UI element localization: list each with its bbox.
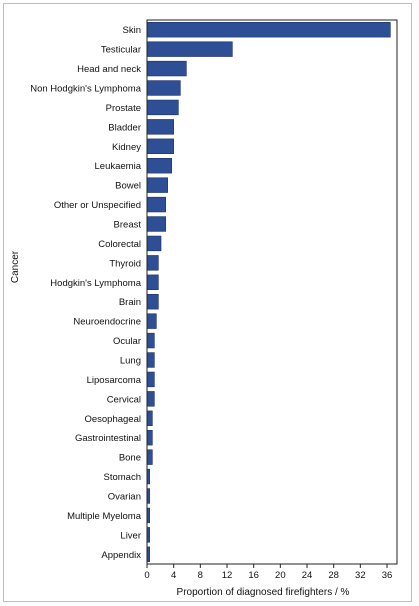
bar-colorectal — [146, 235, 162, 252]
bar-skin — [146, 22, 391, 38]
x-ticks-group: 0 4 8 12 16 20 24 28 32 36 — [144, 564, 392, 581]
category-label-oesophageal: Oesophageal — [84, 414, 141, 425]
bar-oesophageal — [146, 410, 153, 426]
category-label-bladder: Bladder — [108, 122, 141, 133]
chart-figure: Cancer Proportion of diagnosed firefight… — [3, 3, 412, 602]
category-label-ocular: Ocular — [113, 336, 141, 347]
x-tick-label: 24 — [302, 570, 313, 581]
category-label-multiple-myeloma: Multiple Myeloma — [67, 511, 142, 522]
category-label-ovarian: Ovarian — [108, 492, 141, 503]
category-label-cervical: Cervical — [107, 394, 141, 405]
category-label-brain: Brain — [119, 297, 141, 308]
bar-leukaemia — [146, 158, 172, 174]
category-labels-group: Skin Testicular Head and neck Non Hodgkin's… — [30, 25, 141, 561]
category-label-stomach: Stomach — [104, 472, 142, 483]
x-tick-label: 32 — [355, 570, 366, 581]
bar-bone — [146, 449, 153, 465]
x-tick-label: 36 — [382, 570, 393, 581]
bar-chart: Cancer Proportion of diagnosed firefight… — [10, 19, 398, 598]
category-label-hodgkin-s-lymphoma: Hodgkin's Lymphoma — [50, 278, 141, 289]
bar-bladder — [146, 119, 174, 135]
category-label-breast: Breast — [114, 220, 142, 231]
bar-lung — [146, 352, 155, 368]
plot-area-frame — [146, 19, 398, 565]
category-label-neuroendocrine: Neuroendocrine — [73, 317, 141, 328]
x-tick-label: 12 — [222, 570, 233, 581]
bar-thyroid — [146, 255, 159, 271]
category-label-bone: Bone — [119, 453, 141, 464]
x-tick-label: 28 — [328, 570, 339, 581]
category-label-appendix: Appendix — [101, 550, 141, 561]
category-label-bowel: Bowel — [115, 181, 141, 192]
bar-brain — [146, 294, 159, 310]
category-label-testicular: Testicular — [101, 45, 141, 56]
category-label-liver: Liver — [120, 530, 141, 541]
bar-testicular — [146, 41, 233, 57]
category-label-prostate: Prostate — [106, 103, 141, 114]
bar-gastrointestinal — [146, 430, 153, 446]
x-axis-label: Proportion of diagnosed firefighters / % — [177, 587, 350, 598]
category-label-lung: Lung — [120, 356, 141, 367]
category-label-leukaemia: Leukaemia — [95, 161, 142, 172]
bar-breast — [146, 216, 166, 232]
bar-neuroendocrine — [146, 313, 157, 329]
bar-prostate — [146, 99, 179, 116]
bar-kidney — [146, 138, 174, 154]
category-label-head-and-neck: Head and neck — [77, 64, 141, 75]
x-tick-label: 20 — [275, 570, 286, 581]
category-label-non-hodgkin-s-lymphoma: Non Hodgkin's Lymphoma — [30, 84, 141, 95]
category-label-liposarcoma: Liposarcoma — [87, 375, 142, 386]
category-label-gastrointestinal: Gastrointestinal — [75, 433, 141, 444]
y-axis-label: Cancer — [10, 250, 21, 283]
bar-hodgkin-s-lymphoma — [146, 274, 159, 290]
category-label-other-or-unspecified: Other or Unspecified — [54, 200, 141, 211]
x-tick-label: 0 — [144, 570, 149, 581]
category-label-colorectal: Colorectal — [98, 239, 141, 250]
bars-group — [146, 22, 391, 562]
category-label-skin: Skin — [123, 25, 141, 36]
bar-cervical — [146, 391, 155, 407]
bar-other-or-unspecified — [146, 196, 166, 213]
x-tick-label: 4 — [171, 570, 176, 581]
bar-bowel — [146, 177, 168, 193]
bar-ocular — [146, 332, 155, 349]
bar-liposarcoma — [146, 371, 155, 388]
x-tick-label: 16 — [248, 570, 259, 581]
bar-non-hodgkin-s-lymphoma — [146, 80, 181, 96]
bar-head-and-neck — [146, 60, 187, 77]
category-label-kidney: Kidney — [112, 142, 141, 153]
x-tick-label: 8 — [198, 570, 203, 581]
category-label-thyroid: Thyroid — [109, 258, 141, 269]
